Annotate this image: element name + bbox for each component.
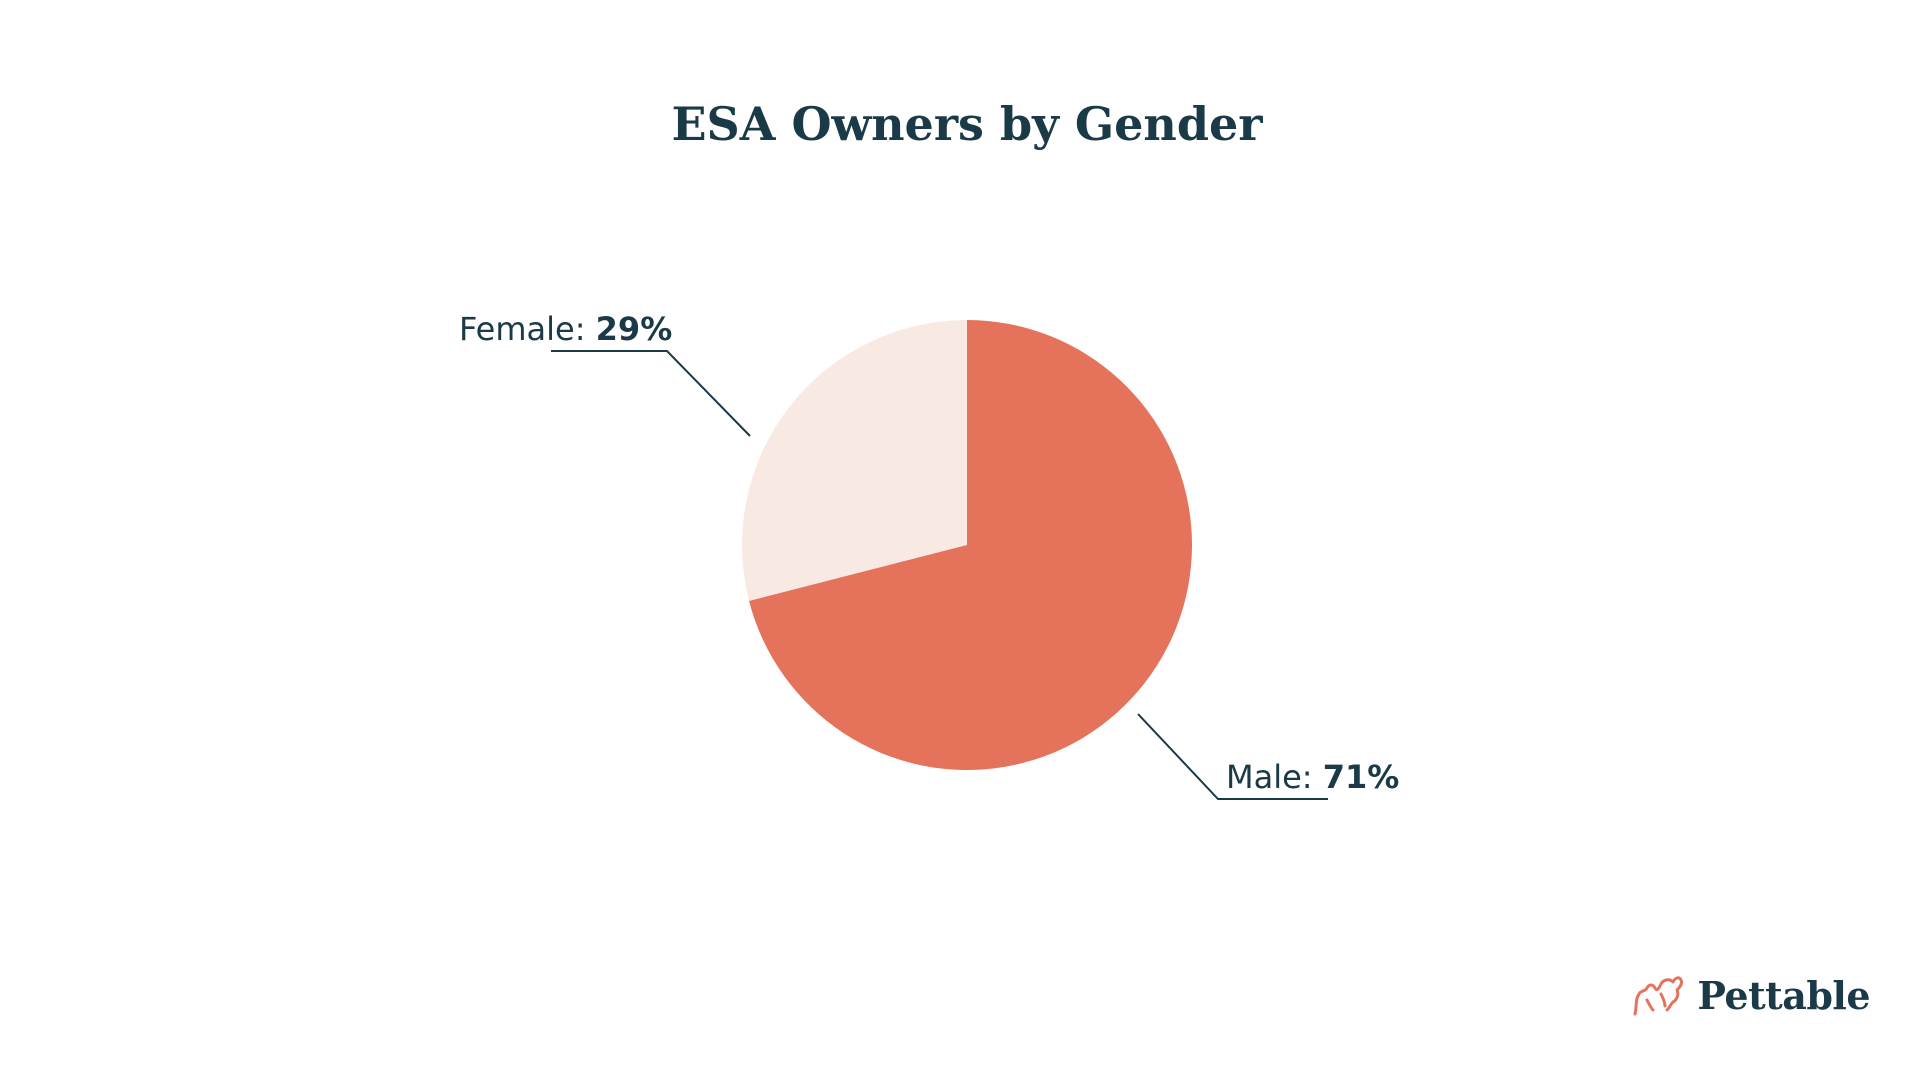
slice-label-value: 71% bbox=[1323, 758, 1400, 796]
pet-outline-logo-icon bbox=[1633, 976, 1684, 1016]
brand-logo-group: Pettable bbox=[1631, 970, 1870, 1020]
slice-label-value: 29% bbox=[596, 310, 673, 348]
slice-label-name: Female: bbox=[459, 310, 596, 348]
pie-slices bbox=[742, 320, 1192, 770]
pie-slice-female bbox=[742, 320, 967, 601]
slice-label-female: Female: 29% bbox=[459, 310, 672, 348]
chart-title: ESA Owners by Gender bbox=[671, 97, 1263, 151]
pie-labels: Female: 29% Male: 71% bbox=[459, 310, 1399, 800]
leader-line-female bbox=[551, 350, 751, 437]
brand-name: Pettable bbox=[1697, 972, 1870, 1018]
pie-slice-male bbox=[749, 320, 1192, 770]
slice-label-name: Male: bbox=[1226, 758, 1323, 796]
slice-label-male: Male: 71% bbox=[1226, 758, 1399, 796]
leader-line-male bbox=[1137, 713, 1328, 800]
